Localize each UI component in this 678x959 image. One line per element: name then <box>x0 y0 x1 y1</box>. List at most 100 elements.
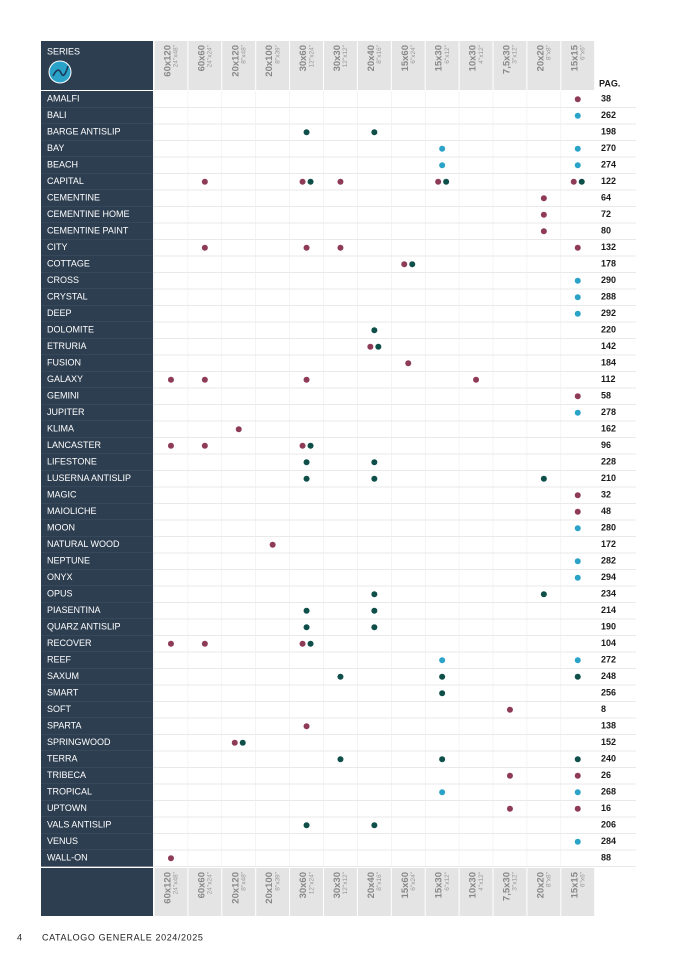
format-dot <box>574 294 581 301</box>
format-dot <box>303 244 310 251</box>
format-dot <box>167 442 174 449</box>
column-header-bg <box>459 868 493 916</box>
format-dot <box>540 228 547 235</box>
page-number: 64 <box>601 193 611 203</box>
format-dot <box>578 178 585 185</box>
column-size: 20x20 <box>535 45 546 71</box>
series-cell <box>41 371 153 388</box>
column-header-bg <box>459 41 493 90</box>
column-inches: 24"x24" <box>207 44 214 67</box>
column-header-bg <box>222 868 256 916</box>
page-number: 282 <box>601 556 616 566</box>
page-number: 294 <box>601 572 616 582</box>
column-inches: 8"x39" <box>274 44 281 63</box>
format-dot <box>371 822 378 829</box>
series-cell <box>41 569 153 586</box>
format-dot <box>303 376 310 383</box>
series-name: RECOVER <box>47 638 92 648</box>
series-cell <box>41 685 153 702</box>
format-dot <box>574 310 581 317</box>
column-inches: 8"x48" <box>240 44 247 63</box>
format-dot <box>540 195 547 202</box>
series-cell <box>41 140 153 157</box>
series-name: QUARZ ANTISLIP <box>47 622 121 632</box>
format-dot <box>574 277 581 284</box>
format-dot <box>574 244 581 251</box>
series-name: BALI <box>47 110 67 120</box>
format-dot <box>303 459 310 466</box>
page-number: 290 <box>601 275 616 285</box>
series-cell <box>41 305 153 322</box>
format-dot <box>574 756 581 763</box>
series-cell <box>41 586 153 603</box>
column-size: 20x100 <box>264 872 275 904</box>
series-cell <box>41 503 153 520</box>
format-dot <box>574 838 581 845</box>
series-cell <box>41 355 153 372</box>
series-name: GEMINI <box>47 391 79 401</box>
format-dot <box>371 591 378 598</box>
series-cell <box>41 850 153 867</box>
column-size: 30x60 <box>298 45 309 71</box>
column-size: 15x30 <box>434 872 445 898</box>
series-name: REEF <box>47 655 72 665</box>
format-dot <box>337 178 344 185</box>
column-inches: 8"x16" <box>376 44 383 63</box>
series-label: SERIES <box>47 46 80 56</box>
series-name: DEEP <box>47 308 72 318</box>
series-cell <box>41 817 153 834</box>
column-size: 20x20 <box>535 872 546 898</box>
series-cell <box>41 421 153 438</box>
format-dot <box>201 376 208 383</box>
series-name: VENUS <box>47 836 78 846</box>
column-header-bg <box>154 41 188 90</box>
column-inches: 6"x24" <box>410 44 417 63</box>
page-number: 32 <box>601 490 611 500</box>
format-dot <box>439 657 446 664</box>
page-number: 292 <box>601 308 616 318</box>
column-header-bg <box>391 41 425 90</box>
series-cell <box>41 91 153 108</box>
format-dot <box>201 442 208 449</box>
column-size: 30x30 <box>332 45 343 71</box>
format-dot <box>409 261 416 268</box>
footer-page-number: 4 <box>17 932 22 942</box>
series-cell <box>41 734 153 751</box>
series-name: COTTAGE <box>47 259 90 269</box>
series-name: SPARTA <box>47 721 82 731</box>
series-cell <box>41 800 153 817</box>
format-dot <box>303 475 310 482</box>
column-header-bg <box>527 868 561 916</box>
page-number: 16 <box>601 803 611 813</box>
series-cell <box>41 124 153 141</box>
format-dot <box>506 772 513 779</box>
page-number: 172 <box>601 539 616 549</box>
page-number: 96 <box>601 440 611 450</box>
format-dot <box>303 624 310 631</box>
format-dot <box>201 178 208 185</box>
page-number: 132 <box>601 242 616 252</box>
format-dot <box>303 607 310 614</box>
series-cell <box>41 520 153 537</box>
column-header-bg <box>561 868 595 916</box>
format-dot <box>574 805 581 812</box>
series-cell <box>41 718 153 735</box>
page-number: 262 <box>601 110 616 120</box>
column-inches: 6"x6" <box>579 44 586 60</box>
series-name: UPTOWN <box>47 803 87 813</box>
series-cell <box>41 487 153 504</box>
series-name: SAXUM <box>47 671 79 681</box>
column-size: 60x120 <box>162 45 173 77</box>
format-dot <box>303 129 310 136</box>
format-dot <box>540 475 547 482</box>
format-dot <box>269 541 276 548</box>
page-number: 268 <box>601 787 616 797</box>
column-header-bg <box>527 41 561 90</box>
series-name: BAY <box>47 143 64 153</box>
column-header-bg <box>493 41 527 90</box>
format-dot <box>299 640 306 647</box>
series-name: OPUS <box>47 589 73 599</box>
series-cell <box>41 767 153 784</box>
page-number: 152 <box>601 737 616 747</box>
